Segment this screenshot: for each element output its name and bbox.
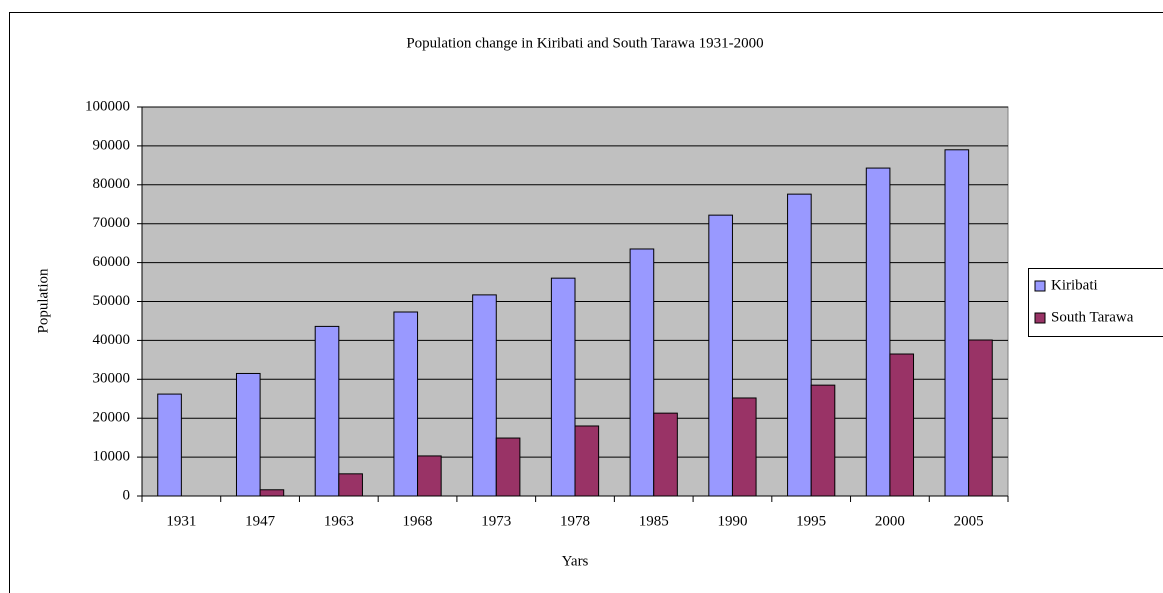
bar xyxy=(235,372,261,497)
y-tick-label: 50000 xyxy=(93,293,131,309)
bar xyxy=(653,412,678,497)
x-tick-label: 1990 xyxy=(717,513,747,529)
bar xyxy=(968,339,993,497)
bar xyxy=(865,167,891,497)
x-tick-label: 1947 xyxy=(245,513,276,529)
bar xyxy=(708,214,733,497)
y-tick-label: 30000 xyxy=(93,371,131,387)
bar xyxy=(157,393,182,497)
y-tick-label: 100000 xyxy=(85,98,130,114)
bar xyxy=(629,248,655,497)
y-tick-label: 10000 xyxy=(93,449,131,465)
y-tick-label: 20000 xyxy=(93,410,131,426)
bar xyxy=(259,489,285,497)
y-tick-label: 70000 xyxy=(93,215,131,231)
bar xyxy=(787,193,812,497)
x-tick-label: 1985 xyxy=(639,513,669,529)
x-tick-label: 1931 xyxy=(166,513,196,529)
bar xyxy=(944,149,970,497)
legend-label: South Tarawa xyxy=(1051,309,1134,325)
bar xyxy=(550,277,576,497)
bar xyxy=(338,473,363,497)
y-tick-label: 0 xyxy=(123,487,131,503)
bar xyxy=(731,397,757,497)
bar xyxy=(393,311,419,497)
bar xyxy=(472,294,497,497)
bar xyxy=(889,353,915,497)
x-tick-label: 1968 xyxy=(403,513,433,529)
y-tick-label: 90000 xyxy=(93,137,131,153)
bar xyxy=(810,384,836,497)
bar xyxy=(314,325,340,497)
x-tick-label: 2000 xyxy=(875,513,905,529)
legend-swatch xyxy=(1034,312,1046,324)
y-tick-label: 80000 xyxy=(93,176,131,192)
y-tick-label: 40000 xyxy=(93,332,131,348)
bar xyxy=(417,455,442,497)
x-axis-title: Yars xyxy=(562,553,589,569)
y-axis-title: Population xyxy=(35,268,51,334)
x-tick-label: 2005 xyxy=(954,513,984,529)
legend-box xyxy=(1028,268,1163,337)
legend-swatch xyxy=(1034,280,1046,292)
bar xyxy=(574,425,600,497)
bar xyxy=(495,437,521,497)
x-tick-label: 1973 xyxy=(481,513,511,529)
x-tick-label: 1978 xyxy=(560,513,590,529)
legend-label: Kiribati xyxy=(1051,277,1098,293)
x-tick-label: 1995 xyxy=(796,513,826,529)
x-tick-label: 1963 xyxy=(324,513,354,529)
y-tick-label: 60000 xyxy=(93,254,131,270)
chart-title: Population change in Kiribati and South … xyxy=(406,35,763,51)
